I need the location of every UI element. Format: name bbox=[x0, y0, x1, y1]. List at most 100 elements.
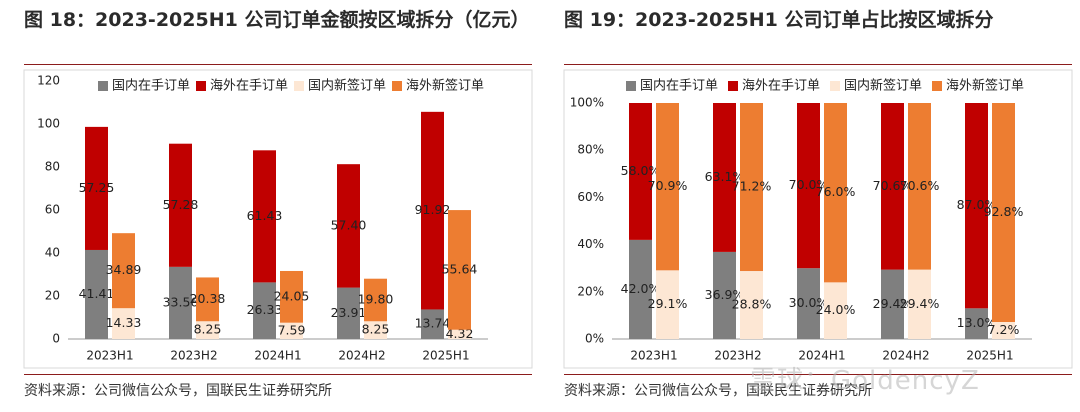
bar-new-seg-3 bbox=[280, 322, 303, 339]
legend-swatch-3 bbox=[830, 81, 840, 91]
data-label: 13.74 bbox=[415, 316, 451, 331]
x-tick-label: 2023H1 bbox=[86, 349, 133, 363]
bar-backlog-seg-2 bbox=[253, 150, 276, 283]
y-tick-label: 120 bbox=[37, 74, 60, 88]
bar-backlog-seg-2 bbox=[629, 103, 652, 240]
data-label: 8.25 bbox=[362, 322, 390, 337]
bar-new-seg-4 bbox=[740, 103, 763, 272]
legend-label-4: 海外新签订单 bbox=[946, 78, 1024, 94]
bar-backlog-seg-2 bbox=[337, 164, 360, 288]
bar-new-seg-3 bbox=[364, 321, 387, 339]
data-label: 13.0% bbox=[957, 315, 997, 330]
bar-backlog-seg-1 bbox=[797, 268, 820, 339]
left-chart-panel: 图 18：2023-2025H1 公司订单金额按区域拆分（亿元） 0 20 40 60… bbox=[23, 9, 533, 399]
bar-new-seg-4 bbox=[196, 277, 219, 322]
legend-label-3: 国内新签订单 bbox=[308, 78, 386, 94]
data-label: 61.43 bbox=[247, 208, 283, 223]
bar-new-seg-3 bbox=[908, 269, 931, 339]
bar-new-seg-3 bbox=[112, 308, 135, 339]
x-tick-label: 2023H2 bbox=[714, 349, 761, 363]
data-label: 20.38 bbox=[190, 291, 226, 306]
x-tick-label: 2024H2 bbox=[882, 349, 929, 363]
bar-backlog-seg-1 bbox=[881, 269, 904, 339]
data-label: 70.0% bbox=[789, 177, 829, 192]
left-bottom-rule bbox=[24, 374, 532, 375]
data-label: 19.80 bbox=[358, 291, 394, 306]
bar-backlog-seg-1 bbox=[421, 309, 444, 339]
bar-new-seg-4 bbox=[992, 103, 1015, 323]
legend-swatch-1 bbox=[626, 81, 636, 91]
legend-swatch-3 bbox=[294, 81, 304, 91]
left-source-note: 资料来源：公司微信公众号，国联民生证券研究所 bbox=[24, 383, 332, 399]
legend-swatch-2 bbox=[196, 81, 206, 91]
x-tick-label: 2025H1 bbox=[422, 349, 469, 363]
right-chart-title: 图 19：2023-2025H1 公司订单占比按区域拆分 bbox=[564, 9, 994, 31]
bar-backlog-seg-2 bbox=[797, 103, 820, 269]
bar-backlog-seg-2 bbox=[713, 103, 736, 252]
data-label: 57.28 bbox=[163, 197, 199, 212]
data-label: 70.6% bbox=[900, 178, 940, 193]
legend-swatch-4 bbox=[392, 81, 402, 91]
data-label: 91.92 bbox=[415, 202, 451, 217]
legend-label-2: 海外在手订单 bbox=[210, 79, 288, 94]
right-source-note: 资料来源：公司微信公众号，国联民生证券研究所 bbox=[564, 383, 872, 399]
data-label: 33.56 bbox=[163, 294, 199, 309]
data-label: 24.05 bbox=[274, 288, 310, 303]
left-top-rule bbox=[24, 64, 532, 65]
data-label: 57.40 bbox=[331, 217, 367, 232]
y-tick-label: 60% bbox=[577, 190, 604, 204]
data-label: 42.0% bbox=[621, 281, 661, 296]
right-chart-svg: 0% 20% 40% 60% 80% 100% 国内在手订单 海外在手订单 国内新签订单 海外新签… bbox=[563, 69, 1073, 369]
data-label: 76.0% bbox=[816, 184, 856, 199]
bar-backlog-seg-1 bbox=[713, 251, 736, 339]
right-top-rule bbox=[564, 64, 1072, 65]
data-label: 92.8% bbox=[984, 204, 1024, 219]
y-tick-label: 20 bbox=[45, 289, 60, 303]
y-tick-label: 20% bbox=[577, 284, 604, 298]
data-label: 7.59 bbox=[278, 322, 306, 337]
bar-new-seg-3 bbox=[448, 329, 471, 339]
bar-backlog-seg-2 bbox=[169, 143, 192, 267]
y-tick-label: 60 bbox=[45, 203, 60, 217]
data-label: 26.33 bbox=[247, 302, 283, 317]
bar-new-seg-4 bbox=[364, 278, 387, 322]
bar-backlog-seg-1 bbox=[965, 308, 988, 339]
data-label: 71.2% bbox=[732, 179, 772, 194]
data-label: 29.4% bbox=[873, 296, 913, 311]
data-label: 58.0% bbox=[621, 163, 661, 178]
bar-new-seg-4 bbox=[824, 103, 847, 283]
data-label: 41.41 bbox=[79, 286, 115, 301]
y-tick-label: 40 bbox=[45, 246, 60, 260]
bar-backlog-seg-1 bbox=[85, 249, 108, 339]
legend-label-3: 国内新签订单 bbox=[844, 78, 922, 94]
plot-frame bbox=[563, 69, 1073, 369]
legend-label-1: 国内在手订单 bbox=[112, 78, 190, 94]
data-label: 87.0% bbox=[957, 197, 997, 212]
y-tick-label: 80 bbox=[45, 160, 60, 174]
data-label: 29.4% bbox=[900, 296, 940, 311]
right-bottom-rule bbox=[564, 374, 1072, 375]
y-tick-label: 100 bbox=[37, 117, 60, 131]
bar-backlog-seg-1 bbox=[337, 287, 360, 339]
x-tick-label: 2025H1 bbox=[966, 349, 1013, 363]
y-tick-label: 40% bbox=[577, 237, 604, 251]
data-label: 24.0% bbox=[816, 302, 856, 317]
data-label: 14.33 bbox=[106, 315, 142, 330]
legend-label-2: 海外在手订单 bbox=[742, 79, 820, 94]
y-tick-label: 80% bbox=[577, 143, 604, 157]
data-label: 55.64 bbox=[442, 261, 478, 276]
legend-swatch-4 bbox=[932, 81, 942, 91]
data-label: 70.6% bbox=[873, 178, 913, 193]
bar-new-seg-3 bbox=[992, 322, 1015, 339]
x-tick-label: 2024H1 bbox=[254, 349, 301, 363]
bar-backlog-seg-2 bbox=[85, 126, 108, 250]
bar-new-seg-3 bbox=[196, 321, 219, 339]
x-tick-label: 2023H1 bbox=[630, 349, 677, 363]
watermark: 雪球：GoldencyZ bbox=[750, 366, 980, 396]
bar-new-seg-4 bbox=[656, 103, 679, 271]
legend-label-1: 国内在手订单 bbox=[640, 78, 718, 94]
bar-new-seg-3 bbox=[824, 282, 847, 339]
bar-backlog-seg-1 bbox=[169, 266, 192, 339]
right-chart-panel: 图 19：2023-2025H1 公司订单占比按区域拆分 0% 20% 40% 60%… bbox=[548, 0, 1080, 412]
legend-label-4: 海外新签订单 bbox=[406, 78, 484, 94]
